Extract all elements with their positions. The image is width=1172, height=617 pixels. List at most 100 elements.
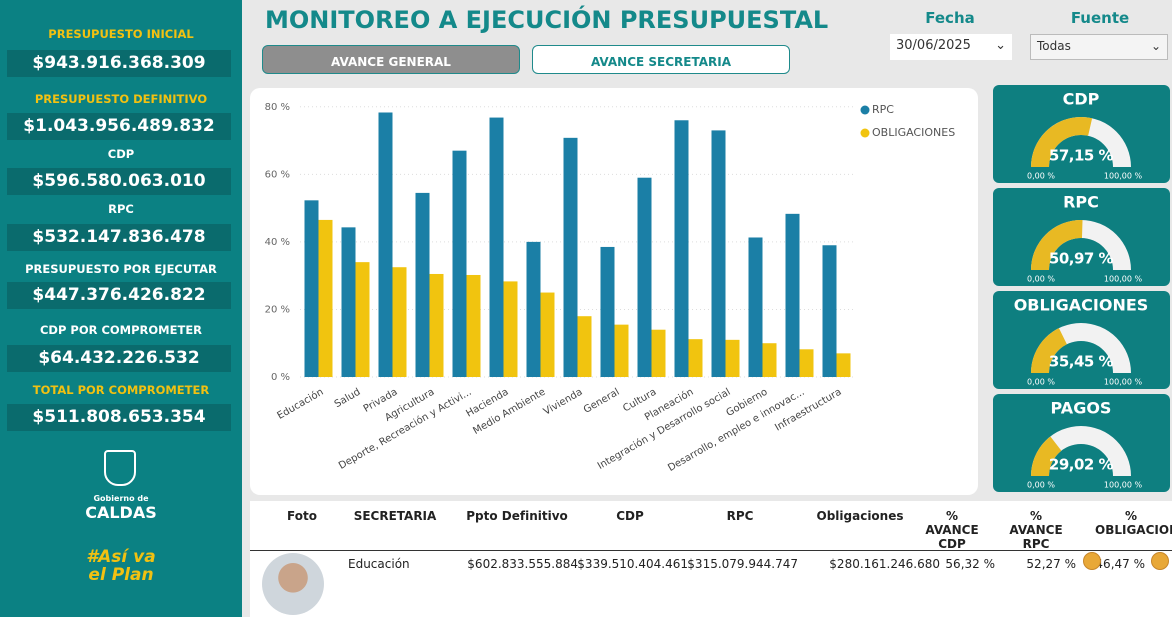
bar [674,120,689,377]
logo-text: Gobierno de [93,494,149,503]
gauge-title: PAGOS [1051,399,1112,418]
bar-chart: 0 %20 %40 %60 %80 %Educación Salud Privada… [250,88,978,495]
kpi-value: $532.147.836.478 [7,224,231,251]
filter-label: Fecha [925,9,975,27]
table-cell: 52,27 % [1026,557,1076,571]
table-cell: 56,32 % [945,557,995,571]
status-dot [1083,552,1101,570]
column-header[interactable]: RPC [726,509,754,523]
bar [651,329,666,377]
gauge-min: 0,00 % [1027,481,1055,490]
kpi-label: PRESUPUESTO POR EJECUTAR [25,262,217,276]
bar [688,339,703,377]
column-header[interactable]: SECRETARIA [353,509,437,523]
header-rule [250,550,1172,551]
y-tick-label: 80 % [265,102,290,113]
legend-marker [860,128,870,138]
filter-dropdown[interactable]: Todas ⌄ [1030,34,1168,60]
gauge-card: CDP 57,15 % 0,00 % 100,00 % [993,85,1170,183]
bar [785,213,800,377]
chevron: ⌄ [995,38,1006,53]
table-cell: $280.161.246.680 [829,557,940,571]
kpi-label: TOTAL POR COMPROMETER [32,383,210,397]
sidebar: PRESUPUESTO INICIAL $943.916.368.309 PRESU… [0,0,242,617]
gauge-min: 0,00 % [1027,378,1055,387]
table-cell: $602.833.555.884 [467,557,578,571]
gauge-value: 57,15 % [1049,147,1114,165]
gauge-min: 0,00 % [1027,275,1055,284]
photo [262,553,324,615]
gauge-max: 100,00 % [1104,275,1143,284]
kpi-value: $511.808.653.354 [7,404,231,431]
column-header[interactable]: % AVANCE CDP [925,509,979,551]
bar [466,274,481,377]
bar [822,245,837,377]
gauge: CDP 57,15 % 0,00 % 100,00 % [1027,90,1143,181]
bar [489,117,504,377]
table: Foto SECRETARIA Ppto Definitivo CDP RPC Oblig… [250,501,1172,617]
kpi-label: PRESUPUESTO INICIAL [48,27,194,41]
gauge-card: PAGOS 29,02 % 0,00 % 100,00 % [993,394,1170,492]
x-tick-label: Vivienda [542,387,585,418]
bar [355,262,370,377]
filter-value: 30/06/2025 [896,38,971,53]
gauge-value: 29,02 % [1049,456,1114,474]
gauge: RPC 50,97 % 0,00 % 100,00 % [1027,193,1143,284]
gauge-max: 100,00 % [1104,172,1143,181]
gauge-card: RPC 50,97 % 0,00 % 100,00 % [993,188,1170,286]
bar [725,339,740,377]
filter-value: Todas [1037,39,1071,53]
kpi-label: RPC [108,202,134,216]
bar [762,343,777,377]
filter-dropdown[interactable]: 30/06/2025 ⌄ [890,34,1012,60]
kpi-label: PRESUPUESTO DEFINITIVO [34,92,208,106]
kpi-value: $596.580.063.010 [7,168,231,195]
tab[interactable]: AVANCE SECRETARIA [532,45,790,74]
column-header[interactable]: % AVANCE RPC [1009,509,1063,551]
kpi-value: $64.432.226.532 [7,345,231,372]
bar [429,273,444,377]
bar [540,292,555,377]
gauge-value: 35,45 % [1049,353,1114,371]
legend-label: OBLIGACIONES [872,126,955,139]
x-tick-label: Infraestructura [773,387,843,434]
page-title: MONITOREO A EJECUCIÓN PRESUPUESTAL [265,6,829,34]
filter-label: Fuente [1070,9,1130,27]
y-tick-label: 20 % [265,304,290,315]
bar [637,177,652,377]
column-header[interactable]: CDP [616,509,644,523]
y-tick-label: 60 % [265,169,290,180]
gauge: OBLIGACIONES 35,45 % 0,00 % 100,00 % [1014,296,1149,387]
bar [563,137,578,377]
bar [341,227,356,377]
gauge-fill [1031,328,1067,373]
bar [526,241,541,377]
bar [415,192,430,377]
column-header[interactable]: Obligaciones [816,509,904,523]
table-cell: $315.079.944.747 [687,557,798,571]
table-cell: $339.510.404.461 [577,557,688,571]
x-tick-label: Salud [333,387,363,411]
kpi-value: $943.916.368.309 [7,50,231,77]
gauge-min: 0,00 % [1027,172,1055,181]
logo-shield [104,450,136,486]
kpi-value: $447.376.426.822 [7,282,231,309]
column-header[interactable]: Foto [287,509,317,523]
kpi-value: $1.043.956.489.832 [7,113,231,140]
gauge-title: CDP [1063,90,1100,109]
gauge-fill [1031,220,1083,270]
gauge-max: 100,00 % [1104,378,1143,387]
status-dot [1151,552,1169,570]
bar [392,267,407,377]
x-tick-label: Educación [275,386,325,422]
bar [452,150,467,377]
gauge: PAGOS 29,02 % 0,00 % 100,00 % [1027,399,1142,490]
logo-text: CALDAS [85,503,157,522]
column-header[interactable]: Ppto Definitivo [466,509,568,523]
bar [318,219,333,377]
tab-active[interactable]: AVANCE GENERAL [262,45,520,74]
column-header[interactable]: % OBLIGACION [1095,509,1172,537]
gauge-value: 50,97 % [1049,250,1114,268]
kpi-label: CDP POR COMPROMETER [39,323,203,337]
